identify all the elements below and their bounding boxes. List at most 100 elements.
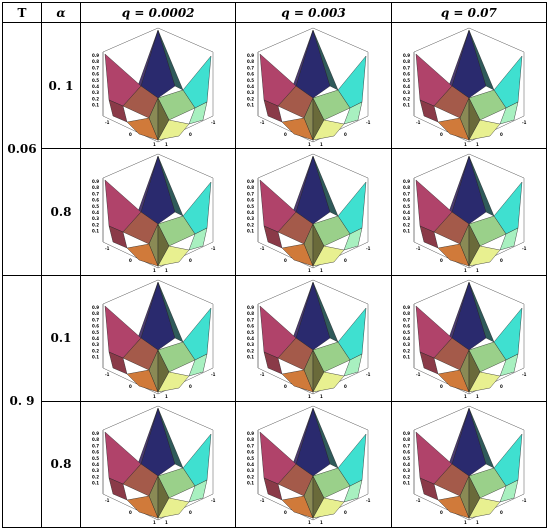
plot-cell: 0.9 0.8 0.7 0.6 0.5 0.4 0.3 0.2 0.1 -1 0 1 -1 0 1 [235,400,392,529]
surface-face [157,371,190,393]
plot-cell: 0.9 0.8 0.7 0.6 0.5 0.4 0.3 0.2 0.1 -1 0 1 -1 0 1 [390,22,548,150]
z-tick-label: 0.2 [403,96,410,101]
y-tick-label: 0 [344,510,347,515]
z-tick-label: 0.6 [247,450,254,455]
z-axis-ticks: 0.90.80.70.60.50.40.30.20.1 [92,431,99,486]
z-tick-label: 0.1 [247,228,254,233]
z-axis-ticks: 0.90.80.70.60.50.40.30.20.1 [403,305,410,360]
z-tick-label: 0.8 [92,311,99,316]
z-tick-label: 0.8 [247,438,254,443]
z-tick-label: 0.1 [247,355,254,360]
plot-cell: 0.9 0.8 0.7 0.6 0.5 0.4 0.3 0.2 0.1 -1 0 1 -1 0 1 [235,148,392,276]
z-tick-label: 0.2 [247,222,254,227]
z-tick-label: 0.5 [247,77,254,82]
surface-plot-svg: 0.90.80.70.60.50.40.30.20.1-101-101 [92,406,216,525]
surface-plot: 0.9 0.8 0.7 0.6 0.5 0.4 0.3 0.2 0.1 -1 0 1 -1 0 1 [81,24,235,148]
surface-face [468,282,495,343]
z-tick-label: 0.3 [247,90,254,95]
base-axis-ticks: -1 0 1 -1 0 1 [260,372,371,399]
z-tick-label: 0.7 [92,191,99,196]
z-tick-label: 0.5 [403,330,410,335]
surface-mesh [415,155,523,267]
y-tick-label: 0 [500,132,503,137]
plot-cell: 0.9 0.8 0.7 0.6 0.5 0.4 0.3 0.2 0.1 -1 0 1 -1 0 1 [79,400,237,529]
z-tick-label: 0.1 [403,228,410,233]
x-tick-label: -1 [416,498,421,503]
x-tick-label: 1 [153,268,156,273]
header-q-3: q = 0.07 [390,1,548,24]
z-tick-label: 0.9 [247,305,254,310]
z-tick-label: 0.9 [247,179,254,184]
x-tick-label: 0 [284,258,287,263]
surface-plot-svg: 0.90.80.70.60.50.40.30.20.1-101-101 [92,153,216,273]
z-tick-label: 0.9 [92,305,99,310]
surface-face [313,498,345,519]
x-tick-label: 1 [153,394,156,399]
z-tick-label: 0.7 [403,318,410,323]
z-tick-label: 0.3 [403,216,410,221]
z-tick-label: 0.5 [92,456,99,461]
z-tick-label: 0.6 [92,324,99,329]
z-tick-label: 0.5 [403,77,410,82]
surface-mesh [415,407,523,519]
z-tick-label: 0.4 [92,336,99,341]
z-tick-label: 0.8 [247,311,254,316]
t-value-1: 0.06 [2,22,42,276]
z-axis-ticks: 0.90.80.70.60.50.40.30.20.1 [247,179,254,234]
z-tick-label: 0.9 [92,179,99,184]
x-tick-label: 0 [440,510,443,515]
alpha-value-1-2: 0.8 [41,148,81,276]
z-tick-label: 0.6 [403,197,410,202]
base-axis-ticks: -1 0 1 -1 0 1 [416,246,527,273]
y-tick-label: -1 [211,246,216,251]
z-tick-label: 0.1 [92,102,99,107]
surface-mesh [104,155,212,267]
z-tick-label: 0.1 [92,228,99,233]
t-value-2: 0. 9 [2,274,42,528]
z-axis-ticks: 0.90.80.70.60.50.40.30.20.1 [92,179,99,234]
z-tick-label: 0.9 [247,53,254,58]
plot-cell: 0.9 0.8 0.7 0.6 0.5 0.4 0.3 0.2 0.1 -1 0 1 -1 0 1 [235,274,392,402]
surface-face [499,479,519,503]
y-tick-label: 1 [165,142,168,147]
z-tick-label: 0.6 [247,71,254,76]
surface-plot: 0.9 0.8 0.7 0.6 0.5 0.4 0.3 0.2 0.1 -1 0 1 -1 0 1 [392,276,546,400]
z-axis-ticks: 0.90.80.70.60.50.40.30.20.1 [92,53,99,108]
z-tick-label: 0.9 [92,53,99,58]
surface-plot: 0.9 0.8 0.7 0.6 0.5 0.4 0.3 0.2 0.1 -1 0 1 -1 0 1 [392,24,546,148]
surface-plot-svg: 0.90.80.70.60.50.40.30.20.1-101-101 [403,406,526,525]
z-tick-label: 0.4 [403,336,410,341]
z-tick-label: 0.4 [403,462,410,467]
z-tick-label: 0.5 [247,330,254,335]
surface-mesh [104,281,212,393]
plot-cell: 0.9 0.8 0.7 0.6 0.5 0.4 0.3 0.2 0.1 -1 0 1 -1 0 1 [390,274,548,402]
surface-mesh [104,407,212,519]
x-tick-label: 0 [129,510,132,515]
z-axis-ticks: 0.90.80.70.60.50.40.30.20.1 [403,179,410,234]
base-axis-ticks: -1 0 1 -1 0 1 [260,120,371,147]
x-tick-label: 0 [440,132,443,137]
z-tick-label: 0.7 [247,191,254,196]
surface-face [188,479,208,503]
z-tick-label: 0.5 [247,204,254,209]
y-tick-label: 1 [320,268,323,273]
surface-face [313,282,339,343]
y-tick-label: -1 [211,372,216,377]
surface-plot: 0.9 0.8 0.7 0.6 0.5 0.4 0.3 0.2 0.1 -1 0 1 -1 0 1 [392,150,546,274]
x-tick-label: 0 [284,132,287,137]
z-tick-label: 0.7 [92,65,99,70]
z-axis-ticks: 0.90.80.70.60.50.40.30.20.1 [247,305,254,360]
surface-face [188,353,208,377]
z-tick-label: 0.5 [403,456,410,461]
y-tick-label: -1 [366,120,371,125]
y-tick-label: -1 [366,372,371,377]
plot-cell: 0.9 0.8 0.7 0.6 0.5 0.4 0.3 0.2 0.1 -1 0 1 -1 0 1 [79,22,237,150]
z-tick-label: 0.8 [247,59,254,64]
z-tick-label: 0.2 [247,96,254,101]
z-tick-label: 0.6 [403,71,410,76]
x-tick-label: -1 [105,246,110,251]
surface-plot: 0.9 0.8 0.7 0.6 0.5 0.4 0.3 0.2 0.1 -1 0 1 -1 0 1 [392,402,546,526]
surface-face [313,29,339,91]
surface-plot: 0.9 0.8 0.7 0.6 0.5 0.4 0.3 0.2 0.1 -1 0 1 -1 0 1 [81,150,235,274]
x-tick-label: 1 [464,520,467,525]
